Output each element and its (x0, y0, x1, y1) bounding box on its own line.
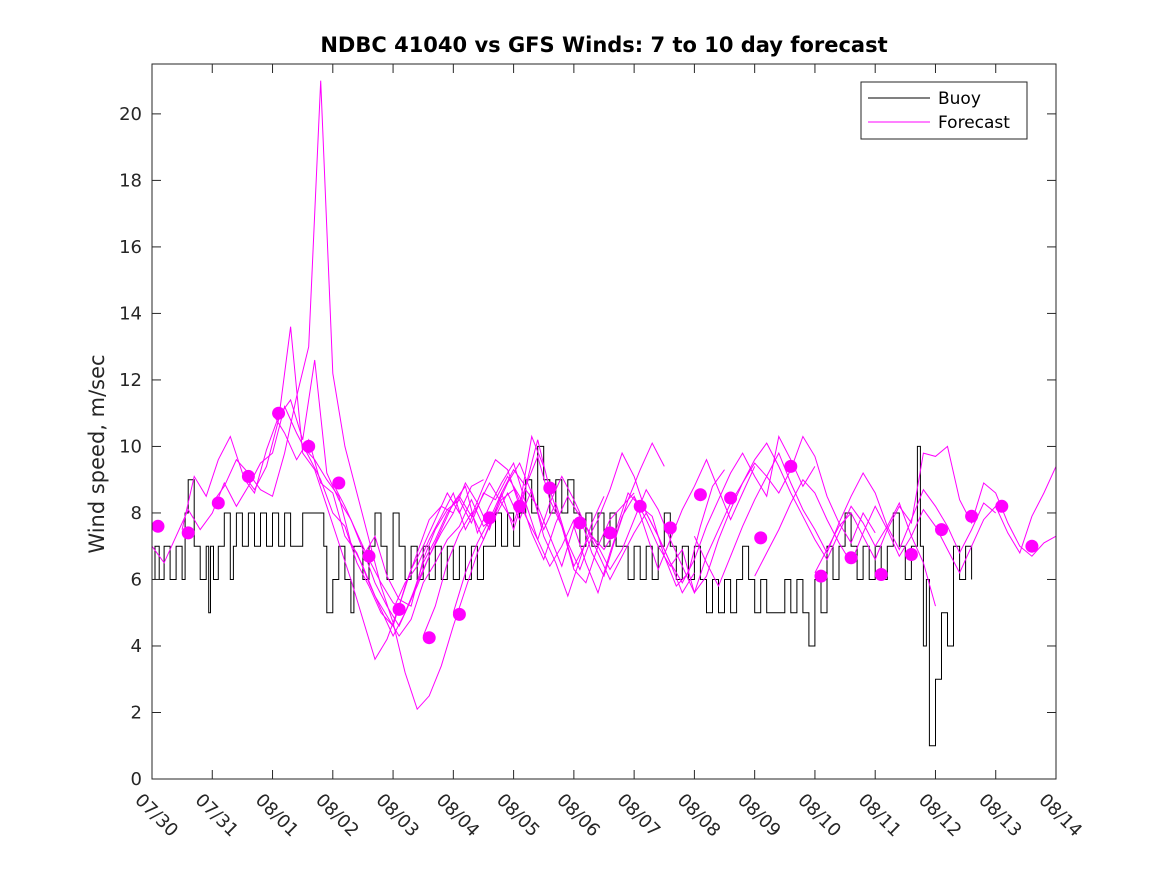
forecast-line-6 (302, 446, 605, 637)
forecast-marker (633, 499, 647, 513)
forecast-marker (693, 488, 707, 502)
series-layer (151, 80, 1057, 747)
forecast-marker (724, 491, 738, 505)
x-tick-label: 08/13 (974, 790, 1026, 842)
forecast-line-3 (211, 80, 514, 711)
forecast-line-10 (422, 461, 725, 637)
axes-box (151, 63, 1057, 780)
forecast-marker (211, 496, 225, 510)
forecast-marker (784, 459, 798, 473)
forecast-marker (422, 631, 436, 645)
y-tick-label: 0 (131, 769, 142, 790)
forecast-marker (362, 549, 376, 563)
forecast-line-14 (633, 442, 936, 607)
y-tick-label: 2 (131, 702, 142, 723)
y-tick-label: 8 (131, 503, 142, 524)
forecast-marker (332, 476, 346, 490)
forecast-marker (663, 521, 677, 535)
x-tick-label: 08/14 (1034, 790, 1086, 842)
forecast-marker (754, 531, 768, 545)
x-tick-label: 07/30 (130, 790, 182, 842)
forecast-marker (241, 469, 255, 483)
forecast-line-17 (814, 445, 1057, 574)
forecast-line-12 (513, 435, 816, 584)
forecast-marker (272, 406, 286, 420)
forecast-marker (935, 523, 948, 537)
forecast-marker (1025, 539, 1039, 553)
plot-area (152, 64, 1056, 779)
forecast-marker (181, 526, 195, 540)
x-tick-label: 08/09 (733, 790, 785, 842)
x-tick-label: 08/01 (251, 790, 303, 842)
y-tick-label: 10 (119, 436, 142, 457)
forecast-marker (995, 499, 1009, 513)
y-tick-label: 16 (119, 237, 142, 258)
marker-layer (151, 406, 1039, 645)
x-tick-label: 07/31 (191, 790, 243, 842)
forecast-marker (965, 509, 979, 523)
legend-label-forecast: Forecast (938, 113, 1010, 133)
y-tick-label: 20 (119, 104, 142, 125)
x-tick-label: 08/12 (914, 790, 966, 842)
forecast-line-2 (181, 326, 484, 661)
forecast-marker (392, 602, 406, 616)
forecast-line-15 (693, 451, 997, 588)
forecast-marker (513, 499, 527, 513)
x-tick-label: 08/05 (492, 790, 544, 842)
forecast-marker (904, 548, 918, 561)
y-tick-label: 4 (131, 636, 142, 657)
y-tick-label: 14 (119, 303, 142, 324)
forecast-line-11 (452, 458, 756, 613)
forecast-line-13 (573, 435, 876, 595)
chart-title: NDBC 41040 vs GFS Winds: 7 to 10 day for… (320, 33, 887, 57)
forecast-marker (483, 511, 496, 525)
y-tick-label: 6 (131, 569, 142, 590)
x-tick-label: 08/08 (673, 790, 725, 842)
forecast-marker (573, 516, 587, 530)
forecast-marker (452, 607, 466, 621)
x-tick-label: 08/04 (432, 790, 484, 842)
forecast-marker (543, 481, 557, 495)
x-tick-label: 08/06 (552, 790, 604, 842)
forecast-marker (151, 519, 165, 533)
forecast-marker (844, 551, 858, 565)
forecast-marker (302, 439, 316, 453)
legend-label-buoy: Buoy (938, 89, 981, 109)
y-tick-label: 18 (119, 170, 142, 191)
forecast-marker (814, 569, 828, 583)
legend-box (860, 81, 1028, 140)
y-axis-label: Wind speed, m/sec (85, 354, 109, 553)
forecast-line-4 (241, 359, 545, 628)
legend: Buoy Forecast (860, 81, 1028, 140)
forecast-marker (874, 568, 888, 581)
forecast-line-16 (754, 466, 1057, 577)
y-tick-label: 12 (119, 370, 142, 391)
forecast-marker (603, 526, 617, 540)
x-tick-label: 08/02 (311, 790, 363, 842)
x-tick-label: 08/10 (793, 790, 845, 842)
x-tick-label: 08/07 (613, 790, 665, 842)
x-tick-label: 08/03 (372, 790, 424, 842)
x-tick-label: 08/11 (854, 790, 906, 842)
